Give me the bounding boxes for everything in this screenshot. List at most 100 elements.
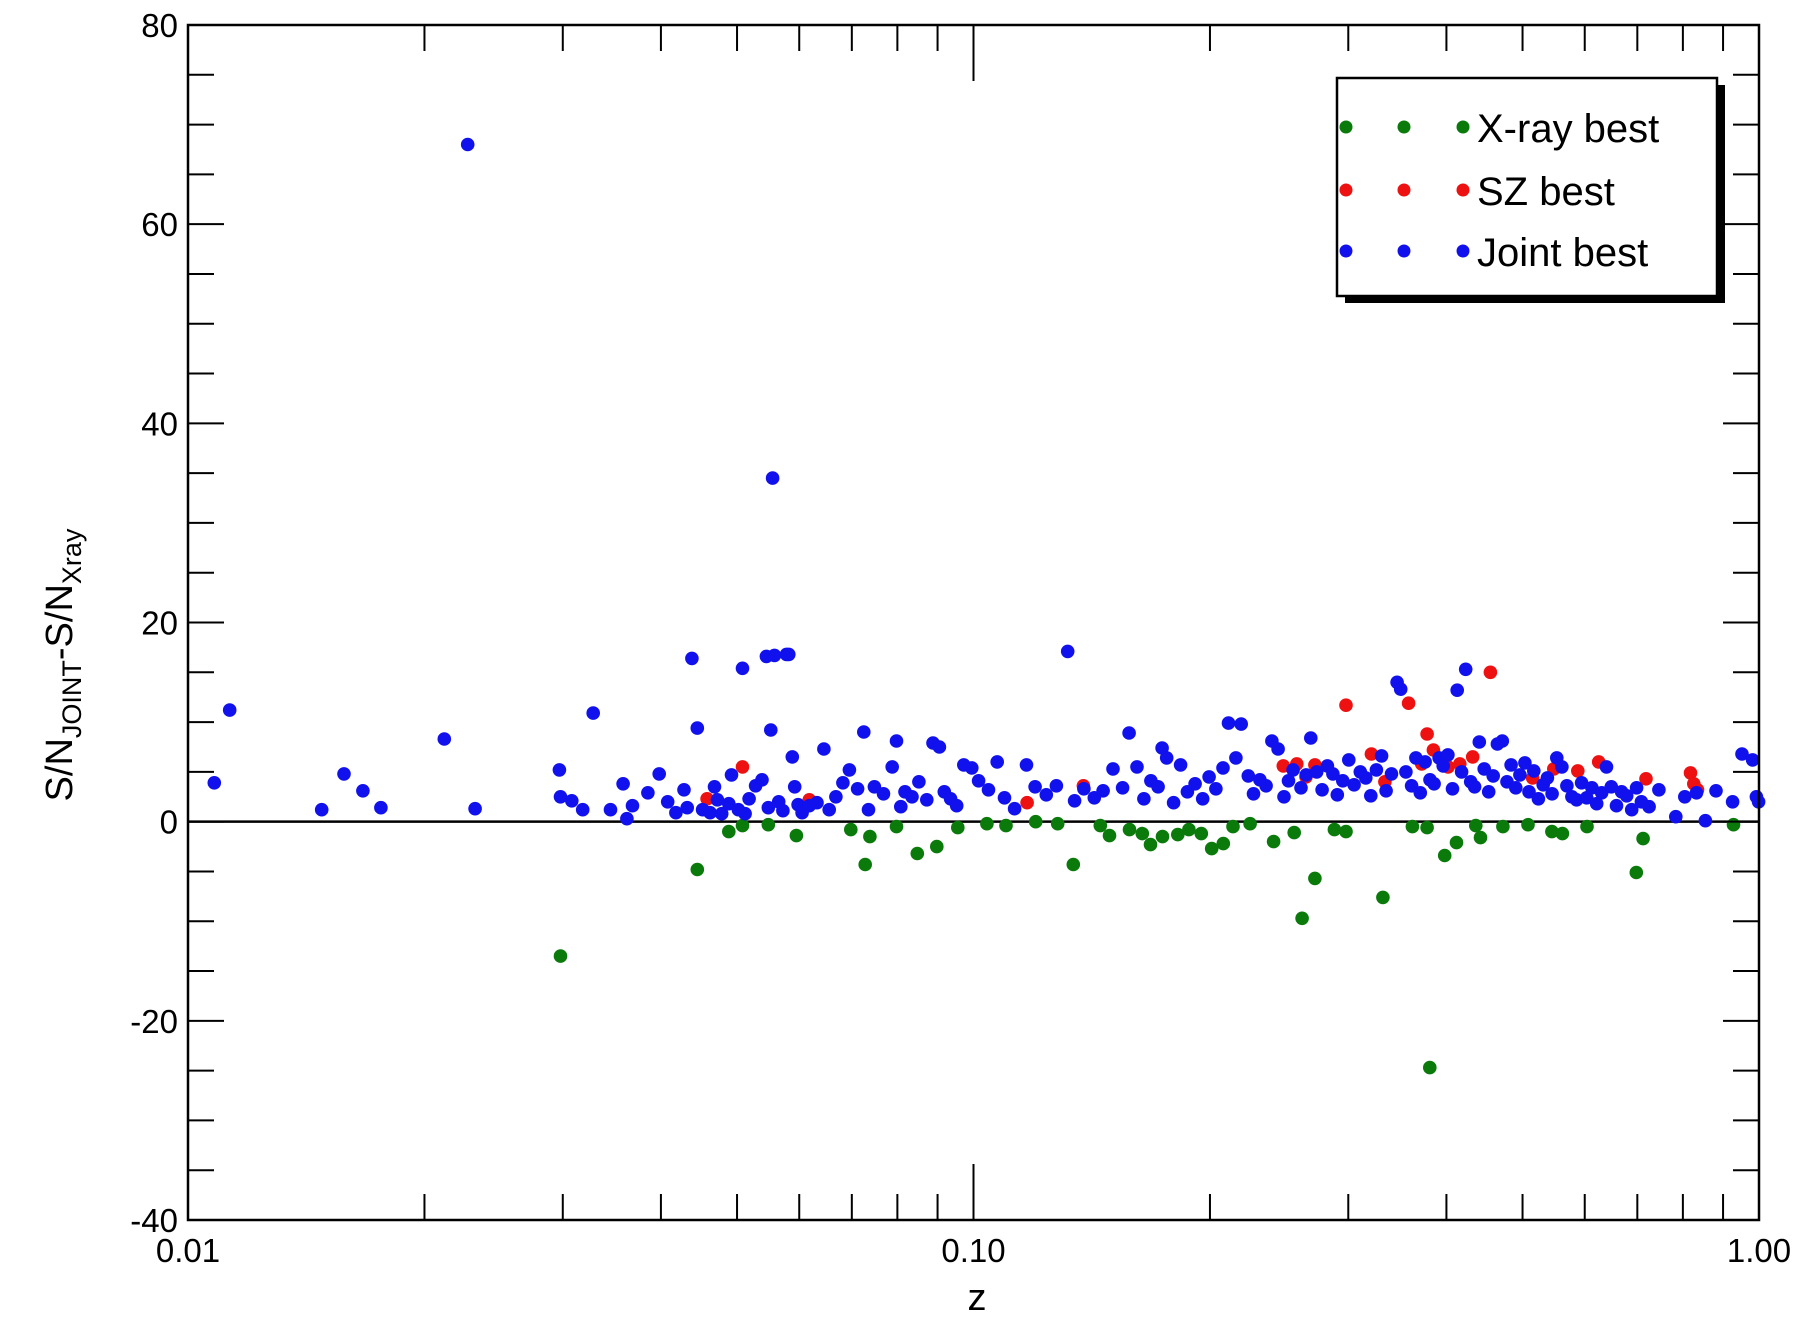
legend-entry-sz: SZ best <box>1339 170 1615 214</box>
point-joint-176 <box>1560 779 1574 793</box>
point-joint-134 <box>1364 789 1378 803</box>
point-joint-109 <box>1221 716 1236 730</box>
point-xray-15 <box>1028 814 1043 829</box>
point-xray-52 <box>1726 817 1741 832</box>
point-joint-0 <box>207 776 222 790</box>
point-sz-25 <box>1683 766 1698 780</box>
point-joint-153 <box>1454 765 1469 779</box>
point-joint-104 <box>1188 777 1202 791</box>
point-joint-167 <box>1518 756 1532 770</box>
point-joint-172 <box>1540 771 1555 785</box>
point-joint-19 <box>652 767 666 781</box>
point-joint-14 <box>603 802 618 817</box>
point-joint-105 <box>1195 792 1210 806</box>
point-joint-101 <box>1166 795 1181 810</box>
point-joint-113 <box>1246 787 1261 801</box>
point-joint-30 <box>714 806 729 821</box>
point-joint-196 <box>1689 786 1704 800</box>
point-xray-9 <box>889 819 904 834</box>
point-joint-117 <box>1271 742 1285 756</box>
point-xray-38 <box>1405 819 1420 834</box>
point-joint-65 <box>889 734 904 748</box>
point-xray-50 <box>1629 865 1644 880</box>
point-sz-18 <box>1465 750 1480 764</box>
point-joint-186 <box>1609 798 1624 813</box>
point-xray-30 <box>1243 816 1257 831</box>
point-joint-3 <box>337 767 351 781</box>
point-xray-20 <box>1122 822 1137 837</box>
point-joint-79 <box>981 783 996 797</box>
point-joint-145 <box>1418 755 1432 769</box>
point-joint-95 <box>1130 760 1144 774</box>
point-joint-137 <box>1379 784 1393 798</box>
point-joint-42 <box>765 471 780 485</box>
legend-entry-joint: Joint best <box>1339 231 1648 275</box>
point-joint-40 <box>761 800 776 815</box>
point-joint-87 <box>1060 644 1075 659</box>
point-xray-1 <box>690 862 705 877</box>
point-joint-125 <box>1315 783 1329 797</box>
point-joint-89 <box>1077 782 1091 796</box>
point-xray-8 <box>863 829 877 844</box>
point-joint-147 <box>1427 777 1441 791</box>
point-xray-35 <box>1327 822 1342 837</box>
point-xray-46 <box>1521 817 1535 832</box>
point-xray-24 <box>1171 827 1185 842</box>
point-joint-34 <box>735 661 750 676</box>
point-xray-7 <box>858 857 872 872</box>
point-joint-168 <box>1522 785 1536 799</box>
point-xray-47 <box>1545 824 1559 839</box>
points-layer <box>207 137 1766 1075</box>
y-axis-label-sub1: JOINT <box>57 660 87 738</box>
point-xray-42 <box>1449 835 1464 850</box>
point-joint-64 <box>885 760 899 774</box>
point-xray-12 <box>951 820 965 835</box>
point-joint-59 <box>850 782 865 796</box>
point-joint-128 <box>1330 788 1345 802</box>
legend-marker-sz-1 <box>1339 183 1353 197</box>
point-joint-68 <box>905 790 919 804</box>
point-joint-29 <box>710 793 725 807</box>
point-sz-19 <box>1483 665 1498 680</box>
point-joint-16 <box>620 811 634 826</box>
y-axis-label-sub2: Xray <box>57 528 87 584</box>
point-joint-21 <box>669 805 683 820</box>
point-xray-6 <box>844 822 858 837</box>
point-joint-135 <box>1369 763 1384 777</box>
point-xray-43 <box>1469 818 1483 833</box>
point-xray-33 <box>1295 911 1309 926</box>
point-joint-199 <box>1725 795 1740 809</box>
point-xray-16 <box>1050 816 1065 831</box>
point-joint-129 <box>1336 774 1350 788</box>
point-joint-141 <box>1399 765 1413 779</box>
point-joint-164 <box>1504 758 1518 772</box>
point-xray-14 <box>999 818 1013 833</box>
point-joint-80 <box>990 755 1004 769</box>
point-xray-18 <box>1093 818 1108 833</box>
point-joint-23 <box>680 800 694 815</box>
point-joint-194 <box>1669 809 1683 824</box>
point-joint-151 <box>1445 782 1460 796</box>
point-joint-144 <box>1413 786 1428 800</box>
point-joint-201 <box>1745 753 1760 767</box>
point-joint-140 <box>1393 682 1408 696</box>
point-joint-6 <box>437 732 452 746</box>
point-xray-44 <box>1473 830 1488 845</box>
y-tick-label-5: 60 <box>141 206 178 243</box>
point-sz-22 <box>1571 764 1585 778</box>
point-joint-120 <box>1286 763 1300 777</box>
legend-marker-xray-2 <box>1397 120 1411 134</box>
point-joint-17 <box>625 798 640 813</box>
point-joint-35 <box>738 806 752 821</box>
point-xray-11 <box>930 839 944 854</box>
point-joint-108 <box>1216 761 1230 775</box>
point-joint-69 <box>912 775 926 789</box>
axes-layer: -40 -20 0 20 40 60 80 0.01 0.10 1.00 <box>130 7 1791 1269</box>
point-joint-170 <box>1531 792 1546 806</box>
x-tick-label-2: 1.00 <box>1727 1232 1791 1269</box>
point-xray-39 <box>1420 820 1434 835</box>
point-joint-57 <box>836 776 850 790</box>
point-joint-60 <box>857 725 871 739</box>
x-tick-label-1: 0.10 <box>941 1232 1005 1269</box>
point-joint-45 <box>776 803 790 818</box>
